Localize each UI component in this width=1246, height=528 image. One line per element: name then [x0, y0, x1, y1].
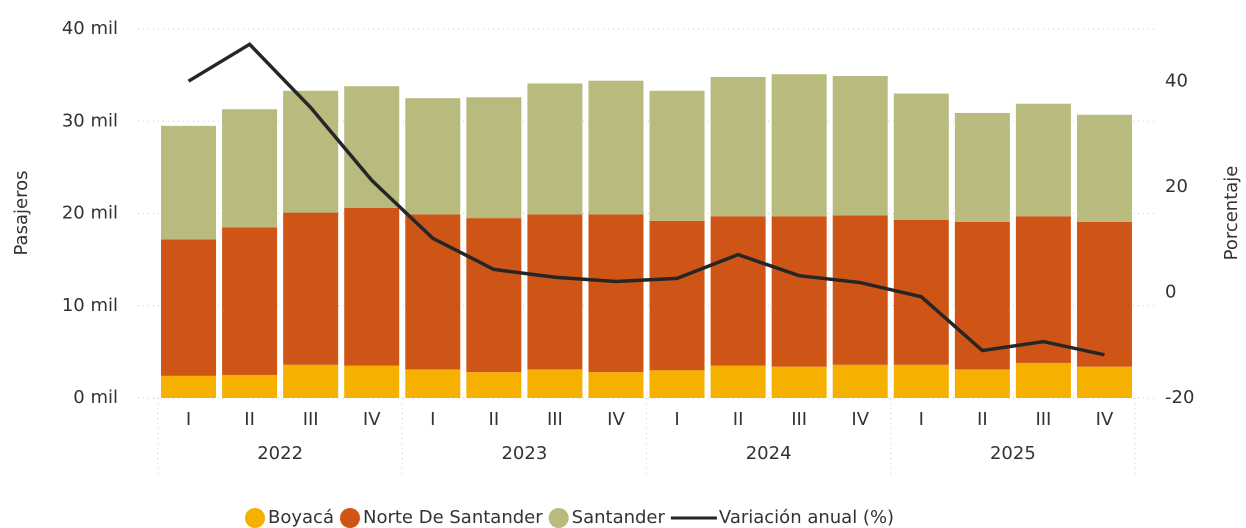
bar-segment [771, 366, 827, 398]
bar-segment [405, 369, 461, 398]
bar-segment [405, 98, 461, 215]
bar-segment [954, 112, 1010, 222]
x-tick-label: II [489, 409, 500, 430]
bar-segment [710, 216, 766, 366]
y2-axis-title: Porcentaje [1221, 166, 1242, 261]
bar-segment [649, 90, 705, 221]
x-tick-label: I [674, 409, 679, 430]
bar-segment [893, 93, 949, 220]
x-group-label: 2023 [501, 443, 547, 464]
x-group-label: 2024 [746, 443, 792, 464]
legend-label: Boyacá [268, 507, 334, 528]
x-tick-label: III [547, 409, 563, 430]
bar-segment [954, 221, 1010, 370]
bar-segment [588, 372, 644, 398]
bar-segment [405, 214, 461, 370]
y2-tick-label: 20 [1165, 176, 1188, 197]
bar-segment [893, 364, 949, 398]
bar-segment [222, 227, 278, 375]
bar-segment [588, 80, 644, 215]
bar-segment [954, 369, 1010, 398]
y2-tick-label: 0 [1165, 282, 1176, 303]
bar-segment [771, 216, 827, 367]
bar-segment [527, 369, 583, 398]
legend-swatch [245, 508, 265, 528]
bar-segment [832, 215, 888, 365]
y-tick-label: 10 mil [62, 295, 118, 316]
bar-segment [1076, 114, 1132, 222]
x-group-label: 2025 [990, 443, 1036, 464]
bar-segment [1015, 216, 1071, 363]
legend-label: Norte De Santander [363, 507, 543, 528]
bar-segment [832, 76, 888, 216]
line [187, 42, 1105, 357]
bar-segment [466, 372, 522, 398]
x-tick-label: II [977, 409, 988, 430]
x-tick-label: I [186, 409, 191, 430]
x-tick-label: III [791, 409, 807, 430]
bar-segment [222, 374, 278, 398]
bar-segment [161, 239, 217, 376]
bar-segment [1015, 103, 1071, 217]
bar-segment [527, 214, 583, 370]
x-tick-label: II [244, 409, 255, 430]
x-group-label: 2022 [257, 443, 303, 464]
bar-segment [283, 212, 339, 365]
bar-segment [161, 375, 217, 398]
y2-tick-label: 40 [1165, 71, 1188, 92]
legend-label: Variación anual (%) [719, 507, 894, 528]
y-tick-label: 30 mil [62, 110, 118, 131]
bar-segment [1076, 221, 1132, 367]
x-tick-label: I [430, 409, 435, 430]
bar-segment [832, 364, 888, 398]
bar-segment [1015, 362, 1071, 398]
bar-segment [710, 365, 766, 398]
bar-segment [344, 365, 400, 398]
y-tick-label: 20 mil [62, 203, 118, 224]
x-tick-label: II [733, 409, 744, 430]
bar-segment [283, 364, 339, 398]
y-tick-label: 0 mil [73, 387, 118, 408]
bar-segment [466, 97, 522, 219]
y2-tick-label: -20 [1165, 387, 1194, 408]
x-tick-label: IV [607, 409, 625, 430]
x-tick-label: IV [851, 409, 869, 430]
bar-segment [649, 370, 705, 398]
y-tick-label: 40 mil [62, 18, 118, 39]
legend-swatch [339, 508, 360, 528]
bar-segment [344, 207, 400, 366]
legend-label: Santander [572, 507, 666, 528]
bar-segment [344, 86, 400, 208]
bar-segment [649, 220, 705, 371]
x-tick-label: IV [363, 409, 381, 430]
x-tick-label: III [1035, 409, 1051, 430]
x-tick-label: IV [1096, 409, 1114, 430]
x-tick-label: III [303, 409, 319, 430]
y-axis-title: Pasajeros [11, 171, 32, 256]
bar-segment [161, 125, 217, 240]
legend-swatch [548, 508, 569, 528]
bar-segment [527, 83, 583, 215]
bar-segment [283, 90, 339, 213]
bar-segment [771, 74, 827, 217]
bar-segment [1076, 366, 1132, 398]
bar-segment [588, 214, 644, 373]
bar-segment [222, 109, 278, 228]
x-tick-label: I [919, 409, 924, 430]
bar-segment [466, 218, 522, 373]
bar-segment [710, 76, 766, 217]
